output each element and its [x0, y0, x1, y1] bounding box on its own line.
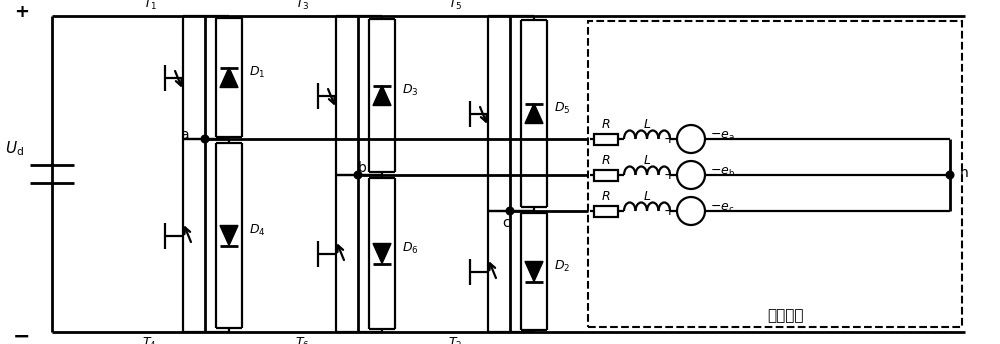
Text: L: L	[644, 118, 650, 130]
Text: $D_4$: $D_4$	[249, 223, 266, 238]
Text: $D_6$: $D_6$	[402, 241, 419, 256]
Text: $-e_{\rm b}$: $-e_{\rm b}$	[710, 165, 735, 179]
Bar	[594, 170, 618, 181]
Polygon shape	[220, 67, 238, 87]
Text: $T_1$: $T_1$	[143, 0, 157, 12]
Text: +: +	[14, 3, 30, 21]
Text: $T_2$: $T_2$	[448, 336, 462, 344]
Text: $D_2$: $D_2$	[554, 259, 570, 274]
Text: $D_1$: $D_1$	[249, 65, 265, 80]
Bar	[594, 205, 618, 216]
Circle shape	[201, 135, 209, 143]
Text: R: R	[602, 190, 610, 203]
Text: n: n	[960, 166, 969, 180]
Text: +: +	[663, 132, 675, 146]
Text: $U_{\rm d}$: $U_{\rm d}$	[5, 140, 25, 158]
Text: −: −	[13, 327, 31, 344]
Bar	[588, 21, 962, 327]
Text: 异步电机: 异步电机	[767, 309, 803, 323]
Text: L: L	[644, 153, 650, 166]
Text: +: +	[663, 204, 675, 218]
Circle shape	[946, 171, 954, 179]
Text: c: c	[502, 216, 510, 230]
Bar	[594, 133, 618, 144]
Text: $D_3$: $D_3$	[402, 83, 419, 98]
Polygon shape	[220, 226, 238, 246]
Text: L: L	[644, 190, 650, 203]
Text: $-e_{\rm c}$: $-e_{\rm c}$	[710, 202, 734, 215]
Text: R: R	[602, 118, 610, 130]
Text: $T_3$: $T_3$	[295, 0, 310, 12]
Circle shape	[354, 171, 362, 179]
Polygon shape	[373, 244, 391, 264]
Polygon shape	[525, 104, 543, 123]
Text: R: R	[602, 153, 610, 166]
Text: $T_5$: $T_5$	[448, 0, 462, 12]
Text: b: b	[358, 161, 366, 175]
Polygon shape	[373, 86, 391, 106]
Text: $D_5$: $D_5$	[554, 101, 570, 116]
Text: a: a	[180, 128, 189, 142]
Text: +: +	[663, 168, 675, 182]
Polygon shape	[525, 261, 543, 281]
Circle shape	[506, 207, 514, 215]
Text: $T_6$: $T_6$	[295, 336, 310, 344]
Text: $-e_{\rm a}$: $-e_{\rm a}$	[710, 129, 735, 142]
Text: $T_4$: $T_4$	[142, 336, 157, 344]
